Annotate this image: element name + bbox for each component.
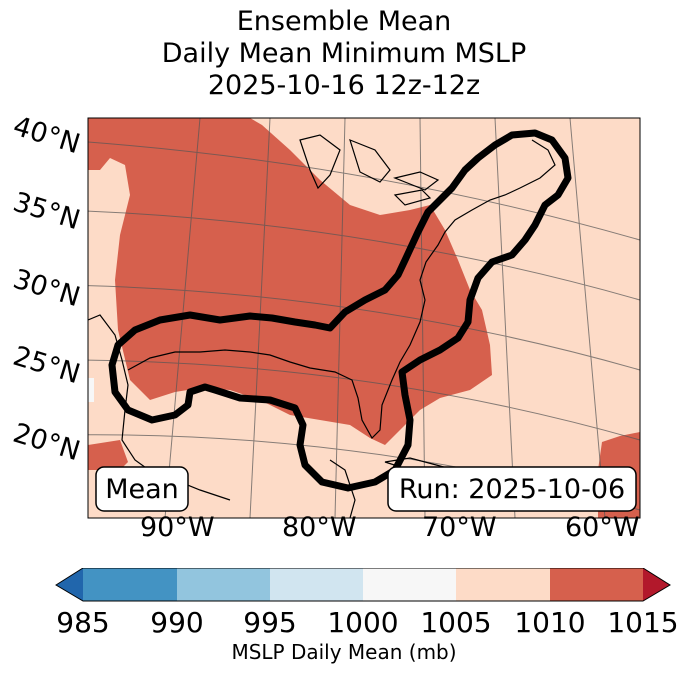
colorbar-segment: [177, 568, 270, 601]
colorbar-tick: 1015: [607, 606, 679, 639]
colorbar-tick: 1005: [420, 606, 492, 639]
colorbar-tick: 985: [56, 606, 110, 639]
colorbar-tick: 990: [150, 606, 204, 639]
pressure-region-1010-1015: [88, 440, 128, 472]
colorbar-segment: [456, 568, 550, 601]
colorbar-extend-high: [643, 568, 670, 601]
colorbar-tick: 1000: [327, 606, 399, 639]
mean-label-box: [95, 466, 189, 512]
map-frame: [87, 117, 641, 519]
lon-label-70w: 70°W: [422, 512, 497, 543]
colorbar-segment: [550, 568, 643, 601]
colorbar-segment: [270, 568, 363, 601]
title-line-2: Daily Mean Minimum MSLP: [161, 38, 527, 69]
pressure-region-1005: [88, 378, 94, 402]
title-line-1: Ensemble Mean: [236, 6, 452, 37]
pressure-region-1010-1015: [88, 118, 492, 445]
mean-label: Mean: [105, 474, 179, 505]
colorbar-tick: 995: [243, 606, 297, 639]
colorbar-extend-low: [56, 568, 83, 601]
colorbar-label: MSLP Daily Mean (mb): [231, 640, 457, 664]
colorbar-segment: [363, 568, 456, 601]
colorbar-tick: 1010: [514, 606, 586, 639]
contour-line-1010: [108, 129, 572, 492]
lon-label-80w: 80°W: [282, 512, 357, 543]
title-line-3: 2025-10-16 12z-12z: [207, 70, 481, 101]
lon-label-90w: 90°W: [140, 512, 215, 543]
colorbar-outline: [55, 568, 671, 602]
colorbar-segment: [83, 568, 177, 601]
run-label-box: [387, 466, 637, 512]
lon-label-60w: 60°W: [565, 512, 640, 543]
run-label: Run: 2025-10-06: [399, 474, 625, 505]
colorbar: [55, 568, 671, 602]
